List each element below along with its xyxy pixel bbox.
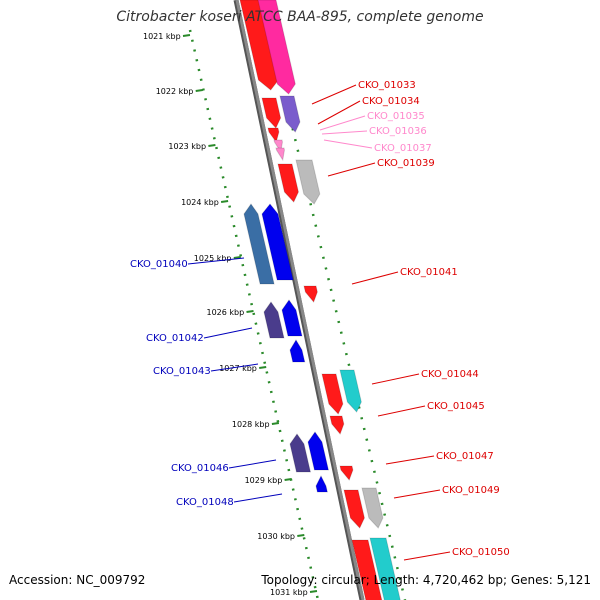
gene-label: CKO_01047 <box>436 451 494 462</box>
gene-block-reverse <box>315 474 329 493</box>
kbp-tick <box>195 89 203 92</box>
kbp-tick <box>309 590 318 593</box>
gene-block-forward <box>339 369 362 413</box>
kbp-tick <box>233 256 241 259</box>
gene-label: CKO_01045 <box>427 401 485 412</box>
gene-block-reverse <box>307 431 330 471</box>
gene-leader-line <box>311 84 357 105</box>
gene-block-forward <box>277 163 299 203</box>
gene-label: CKO_01049 <box>442 485 500 496</box>
kbp-label: 1024 kbp <box>181 198 219 207</box>
kbp-label: 1028 kbp <box>232 420 270 429</box>
topology-text: Topology: circular; Length: 4,720,462 bp… <box>261 573 591 587</box>
gene-leader-line <box>319 115 366 131</box>
kbp-label: 1031 kbp <box>270 588 308 597</box>
gene-block-forward <box>321 373 344 415</box>
gene-block-forward <box>339 465 354 481</box>
kbp-label: 1023 kbp <box>168 142 206 151</box>
map-title: Citrobacter koseri ATCC BAA-895, complet… <box>116 9 484 25</box>
gene-label: CKO_01040 <box>130 259 188 270</box>
kbp-tick <box>259 366 267 369</box>
kbp-tick <box>182 34 191 37</box>
gene-label: CKO_01043 <box>153 366 211 377</box>
gene-leader-line <box>228 459 277 469</box>
kbp-tick <box>271 422 280 425</box>
kbp-label: 1027 kbp <box>219 364 257 373</box>
gene-leader-line <box>403 551 451 561</box>
kbp-label: 1030 kbp <box>257 532 295 541</box>
gene-block-reverse <box>243 203 275 285</box>
gene-leader-line <box>187 257 245 265</box>
gene-label: CKO_01050 <box>452 547 510 558</box>
gene-label: CKO_01046 <box>171 463 229 474</box>
gene-label: CKO_01042 <box>146 333 204 344</box>
gene-label: CKO_01037 <box>374 143 432 154</box>
accession-text: Accession: NC_009792 <box>9 573 146 587</box>
gene-block-forward <box>267 127 280 144</box>
genome-backbone <box>235 0 365 600</box>
gene-block-forward <box>295 159 321 205</box>
gene-block-forward <box>303 285 318 303</box>
gene-leader-line <box>393 489 441 499</box>
kbp-tick <box>297 534 305 537</box>
gene-block-reverse <box>281 299 303 337</box>
gene-label: CKO_01048 <box>176 497 234 508</box>
gene-block-reverse <box>263 301 285 339</box>
gene-leader-line <box>317 100 361 125</box>
gene-leader-line <box>323 139 373 149</box>
gene-label: CKO_01039 <box>377 158 435 169</box>
gene-block-forward <box>279 95 301 133</box>
gene-block-reverse <box>261 203 294 281</box>
gene-leader-line <box>385 455 435 465</box>
gene-label: CKO_01044 <box>421 369 479 380</box>
kbp-tick <box>284 478 292 481</box>
kbp-tick <box>246 310 254 313</box>
gene-label: CKO_01035 <box>367 111 425 122</box>
gene-leader-line <box>371 373 420 385</box>
kbp-label: 1026 kbp <box>207 308 245 317</box>
gene-label: CKO_01034 <box>362 96 420 107</box>
kbp-tick <box>220 200 229 203</box>
gene-label: CKO_01041 <box>400 267 458 278</box>
gene-block-forward <box>361 487 384 529</box>
gene-block-reverse <box>289 433 312 473</box>
gene-leader-line <box>203 327 253 339</box>
gene-leader-line <box>377 405 426 417</box>
gene-label: CKO_01033 <box>358 80 416 91</box>
kbp-label: 1029 kbp <box>245 476 283 485</box>
gene-block-reverse <box>289 339 306 363</box>
gene-block-forward <box>261 97 282 129</box>
gene-leader-line <box>321 130 368 135</box>
gene-leader-line <box>351 271 399 285</box>
ruler-right-line <box>260 0 407 600</box>
gene-block-forward <box>257 0 296 95</box>
gene-block-forward <box>343 489 365 529</box>
gene-block-forward <box>239 0 279 91</box>
gene-label: CKO_01036 <box>369 126 427 137</box>
gene-leader-line <box>327 162 376 177</box>
gene-leader-line <box>233 493 283 503</box>
kbp-label: 1025 kbp <box>194 254 232 263</box>
gene-block-forward <box>329 415 345 435</box>
kbp-tick <box>208 144 216 147</box>
kbp-label: 1021 kbp <box>143 32 181 41</box>
gene-leader-line <box>210 363 259 372</box>
gene-block-forward <box>369 537 401 600</box>
gene-block-forward <box>351 539 383 600</box>
kbp-label: 1022 kbp <box>156 87 194 96</box>
gene-block-forward <box>275 147 285 162</box>
